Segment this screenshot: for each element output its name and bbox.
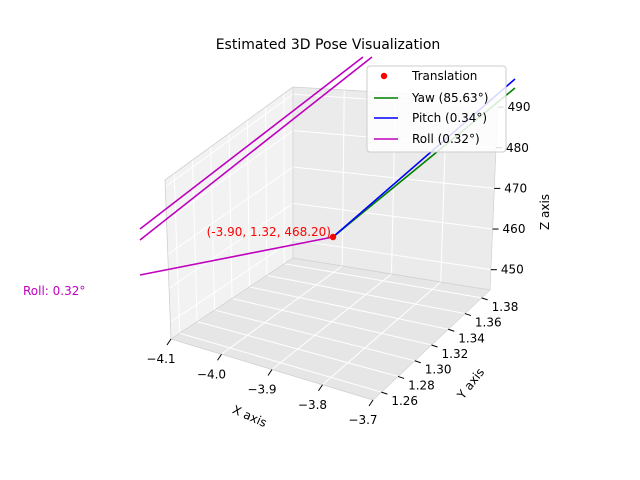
legend-marker-translation bbox=[380, 72, 388, 80]
legend-box bbox=[366, 65, 507, 153]
grid-line-z-left bbox=[166, 130, 294, 222]
x-tick-mark bbox=[166, 338, 172, 346]
y-tick-mark bbox=[381, 391, 388, 395]
x-tick-label: −3.9 bbox=[247, 383, 276, 397]
z-tick-labels: 450 460 470 480 490 bbox=[490, 100, 531, 277]
z-tick-label: 460 bbox=[503, 222, 526, 236]
y-tick-mark bbox=[431, 344, 438, 348]
z-tick-label: 480 bbox=[506, 141, 529, 155]
x-tick-label: −3.7 bbox=[348, 413, 377, 427]
y-tick-mark bbox=[464, 313, 472, 317]
grid-line-z-left bbox=[168, 203, 294, 289]
y-tick-mark bbox=[414, 360, 421, 364]
grid-line-y-left bbox=[173, 173, 181, 334]
pane-edge bbox=[164, 86, 294, 181]
y-tick-label: 1.28 bbox=[408, 378, 435, 392]
legend-label-pitch: Pitch (0.34°) bbox=[412, 111, 487, 125]
y-tick-mark bbox=[481, 297, 488, 301]
translation-label: (-3.90, 1.32, 468.20) bbox=[207, 225, 331, 239]
y-tick-label: 1.34 bbox=[458, 331, 485, 345]
x-tick-label: −4.0 bbox=[197, 367, 226, 381]
roll-annotation: Roll: 0.32° bbox=[23, 284, 85, 298]
y-tick-label: 1.26 bbox=[391, 394, 418, 408]
chart-title: Estimated 3D Pose Visualization bbox=[216, 37, 441, 53]
roll-line-upper bbox=[139, 56, 364, 230]
y-tick-labels: 1.26 1.281.30 1.32 1.341.36 1.38 bbox=[381, 297, 519, 408]
z-axis-label: Z axis bbox=[538, 194, 552, 230]
legend-label-translation: Translation bbox=[411, 69, 477, 83]
legend-label-yaw: Yaw (85.63°) bbox=[411, 91, 488, 105]
z-tick-label: 470 bbox=[504, 181, 527, 195]
pane-edge bbox=[164, 179, 172, 340]
grid-line-z-left bbox=[170, 239, 294, 323]
grid-line-x-vertical bbox=[341, 89, 345, 267]
x-tick-mark bbox=[217, 353, 222, 361]
y-tick-mark bbox=[397, 375, 405, 379]
grid-line-y-left bbox=[246, 120, 250, 287]
grid-line-y-left bbox=[265, 106, 268, 276]
y-tick-label: 1.32 bbox=[442, 347, 469, 361]
grid-line-y bbox=[249, 286, 449, 330]
grid-line-y-left bbox=[228, 133, 233, 299]
grid-line-y bbox=[231, 298, 432, 346]
grid-line-y bbox=[197, 321, 399, 377]
z-tick-label: 450 bbox=[501, 263, 524, 277]
z-tick-label: 490 bbox=[508, 100, 531, 114]
y-tick-label: 1.38 bbox=[492, 300, 519, 314]
pane-edge bbox=[170, 257, 294, 340]
x-tick-label: −4.1 bbox=[146, 352, 175, 366]
x-tick-label: −3.8 bbox=[298, 398, 327, 412]
grid-line-z-left bbox=[167, 166, 294, 255]
y-tick-label: 1.36 bbox=[475, 316, 502, 330]
y-tick-label: 1.30 bbox=[425, 363, 452, 377]
x-tick-labels: −4.1 −4.0 −3.9 −3.8 −3.7 bbox=[146, 338, 378, 427]
grid-line-y bbox=[284, 263, 482, 299]
translation-point bbox=[329, 233, 337, 241]
x-tick-mark bbox=[318, 384, 323, 392]
grid-line-y bbox=[214, 309, 415, 362]
roll-line-lower bbox=[139, 236, 334, 276]
left-pane bbox=[165, 87, 293, 339]
x-axis-label: X axis bbox=[230, 403, 269, 430]
grid-line-z-left bbox=[164, 93, 294, 188]
pane-edge bbox=[292, 257, 491, 291]
y-tick-mark bbox=[448, 328, 455, 332]
roll-line-upper-2 bbox=[139, 56, 373, 241]
x-tick-mark bbox=[368, 399, 374, 407]
legend-label-roll: Roll (0.32°) bbox=[412, 132, 480, 146]
legend: Translation Yaw (85.63°) Pitch (0.34°) R… bbox=[366, 65, 507, 153]
grid-line-y bbox=[266, 274, 466, 315]
x-tick-mark bbox=[267, 369, 273, 376]
grid-line-y bbox=[179, 332, 382, 393]
y-axis-label: Y axis bbox=[454, 365, 487, 402]
